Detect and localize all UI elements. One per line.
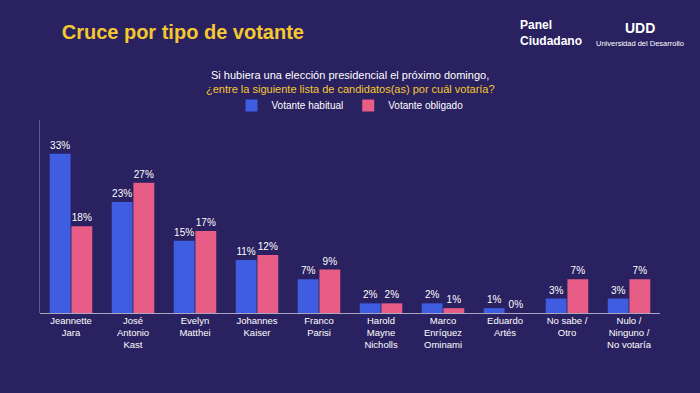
svg-text:Cruce por tipo de votante: Cruce por tipo de votante bbox=[62, 21, 304, 43]
svg-text:PanelCiudadano: PanelCiudadano bbox=[520, 18, 582, 48]
svg-text:No sabe /Otro: No sabe /Otro bbox=[547, 315, 588, 338]
svg-text:3%: 3% bbox=[549, 285, 564, 296]
svg-text:Nulo /Ninguno /No votaría: Nulo /Ninguno /No votaría bbox=[607, 315, 652, 351]
svg-text:Votante habitual: Votante habitual bbox=[272, 100, 344, 111]
svg-text:12%: 12% bbox=[258, 241, 278, 252]
svg-text:7%: 7% bbox=[633, 265, 648, 276]
svg-text:9%: 9% bbox=[323, 256, 338, 267]
svg-text:18%: 18% bbox=[72, 212, 92, 223]
svg-text:1%: 1% bbox=[487, 294, 502, 305]
svg-text:MarcoEnríquezOminami: MarcoEnríquezOminami bbox=[424, 315, 462, 351]
svg-text:FrancoParisi: FrancoParisi bbox=[304, 315, 334, 338]
svg-text:Votante obligado: Votante obligado bbox=[388, 100, 463, 111]
svg-text:17%: 17% bbox=[196, 217, 216, 228]
svg-text:UDD: UDD bbox=[625, 20, 655, 36]
svg-text:JohannesKaiser: JohannesKaiser bbox=[236, 315, 277, 338]
svg-text:7%: 7% bbox=[301, 265, 316, 276]
svg-text:0%: 0% bbox=[509, 299, 524, 310]
svg-text:2%: 2% bbox=[385, 289, 400, 300]
svg-text:27%: 27% bbox=[134, 169, 154, 180]
svg-text:EvelynMatthei: EvelynMatthei bbox=[179, 315, 210, 338]
svg-text:15%: 15% bbox=[174, 227, 194, 238]
svg-text:2%: 2% bbox=[425, 289, 440, 300]
svg-text:7%: 7% bbox=[571, 265, 586, 276]
svg-text:HaroldMayneNicholls: HaroldMayneNicholls bbox=[364, 315, 398, 351]
svg-text:2%: 2% bbox=[363, 289, 378, 300]
svg-text:23%: 23% bbox=[112, 188, 132, 199]
svg-text:3%: 3% bbox=[611, 285, 626, 296]
svg-text:JoséAntonioKast: JoséAntonioKast bbox=[117, 315, 149, 351]
svg-text:33%: 33% bbox=[50, 140, 70, 151]
svg-text:EduardoArtés: EduardoArtés bbox=[487, 315, 523, 338]
svg-text:JeannetteJara: JeannetteJara bbox=[50, 315, 92, 338]
svg-text:Si hubiera una elección presid: Si hubiera una elección presidencial el … bbox=[211, 69, 489, 81]
svg-text:Universidad del Desarrollo: Universidad del Desarrollo bbox=[596, 39, 684, 48]
svg-text:¿entre la siguiente lista de c: ¿entre la siguiente lista de candidatos(… bbox=[206, 83, 495, 95]
svg-text:11%: 11% bbox=[236, 246, 255, 257]
svg-text:1%: 1% bbox=[447, 294, 462, 305]
